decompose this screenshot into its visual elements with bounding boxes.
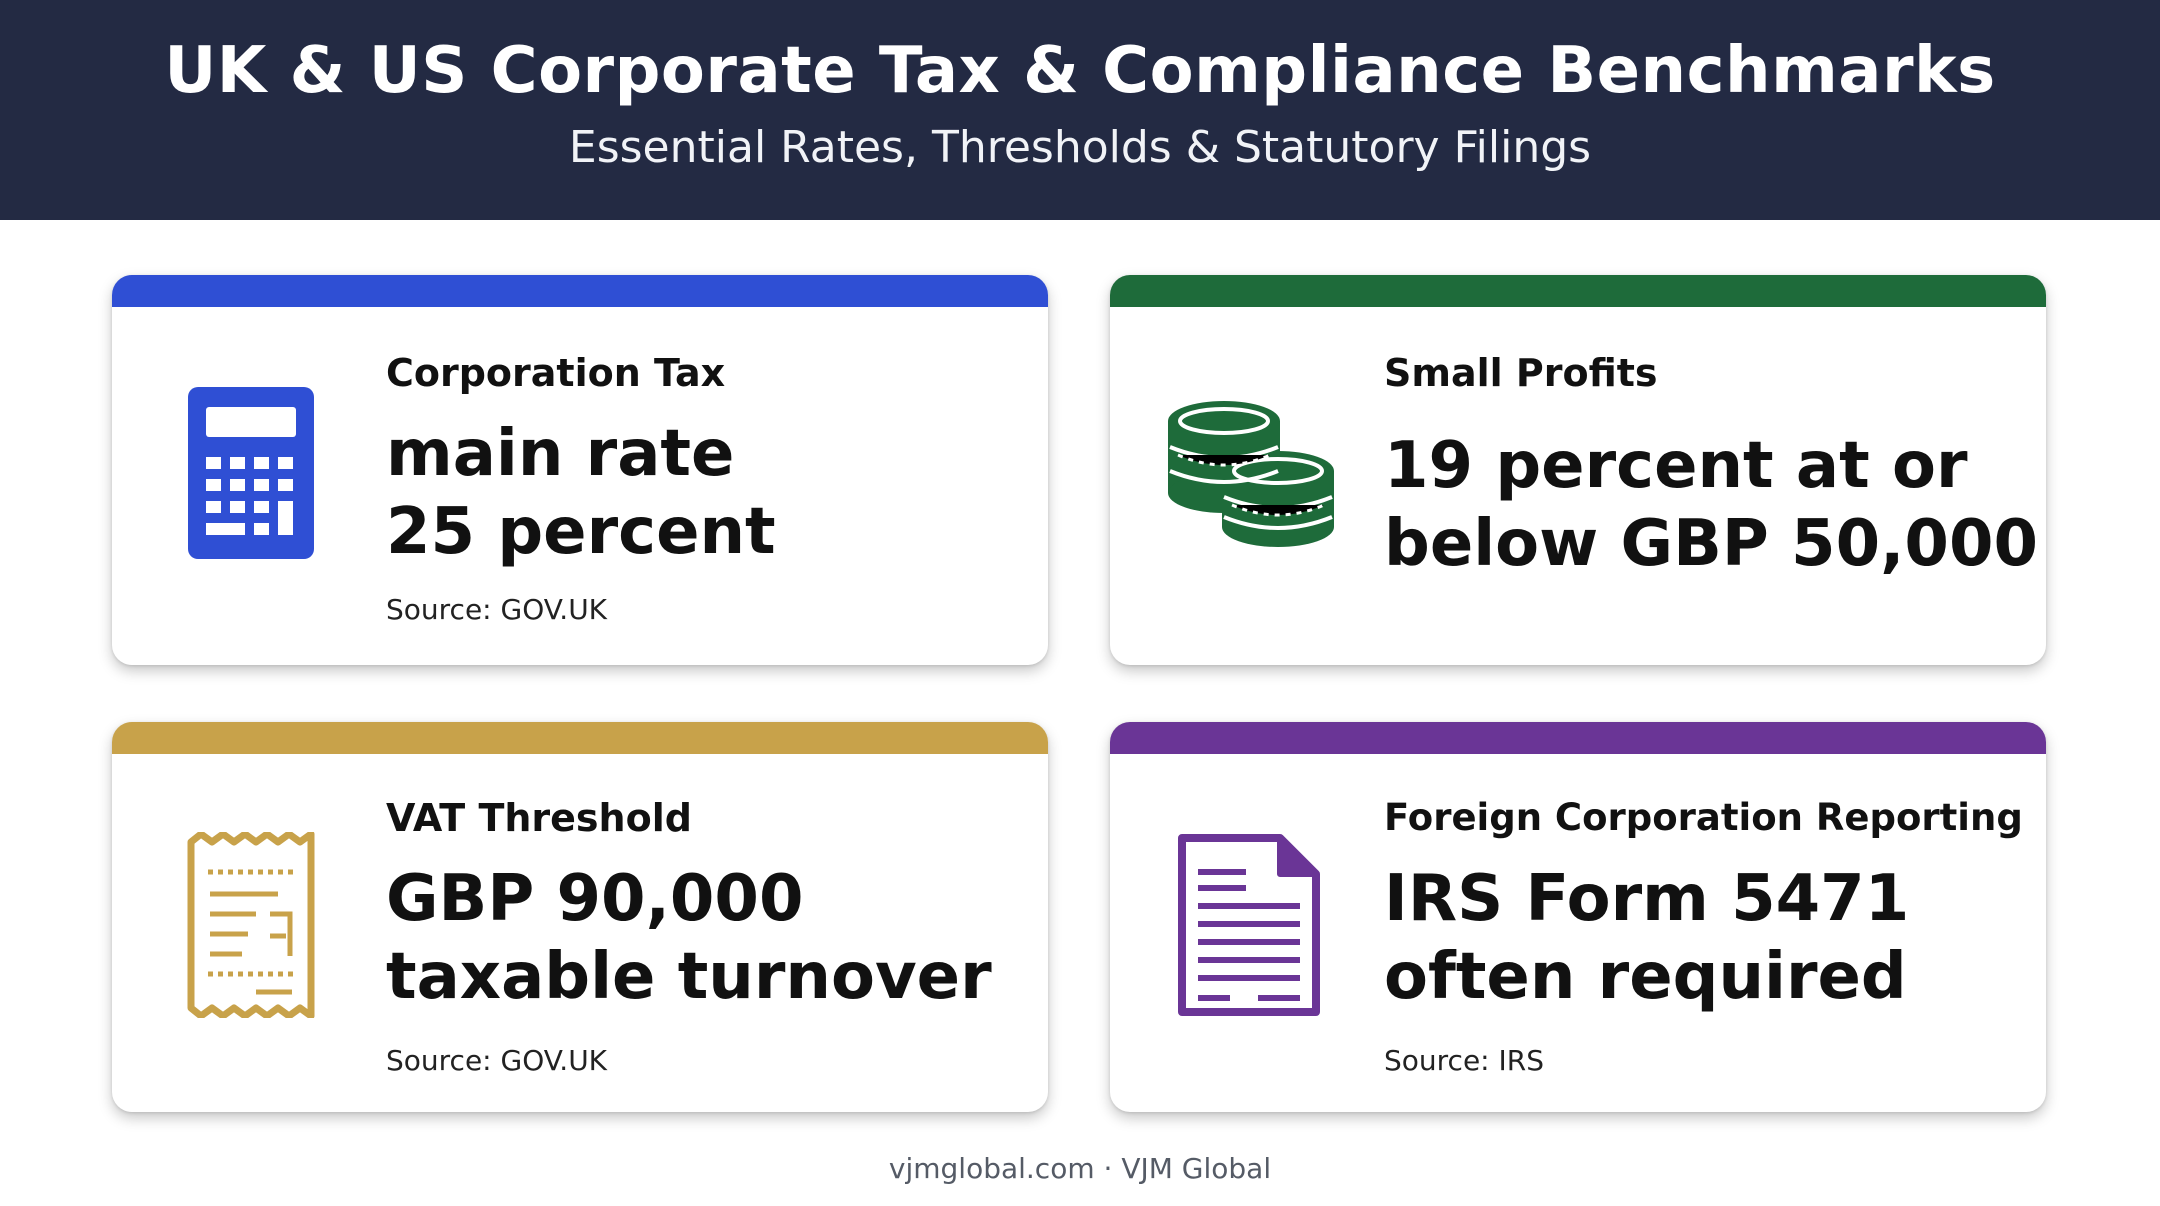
card-foreign-corporation-reporting: Foreign Corporation Reporting IRS Form 5…: [1110, 722, 2046, 1112]
header-banner: UK & US Corporate Tax & Compliance Bench…: [0, 0, 2160, 220]
calculator-icon: [188, 387, 314, 563]
card-source: Source: GOV.UK: [386, 1044, 608, 1077]
card-label: VAT Threshold: [386, 796, 692, 840]
document-icon: [1176, 832, 1322, 1022]
footer-credit: vjmglobal.com · VJM Global: [888, 1152, 1272, 1185]
card-label: Foreign Corporation Reporting: [1384, 796, 2023, 839]
card-accent-bar: [1110, 275, 2046, 307]
coins-icon: [1168, 399, 1334, 553]
card-accent-bar: [112, 722, 1048, 754]
card-value: 19 percent at or below GBP 50,000: [1384, 429, 2038, 581]
card-accent-bar: [1110, 722, 2046, 754]
card-corporation-tax: Corporation Tax main rate 25 percent Sou…: [112, 275, 1048, 665]
card-accent-bar: [112, 275, 1048, 307]
receipt-icon: [186, 830, 316, 1022]
card-source: Source: GOV.UK: [386, 593, 608, 626]
card-value: GBP 90,000 taxable turnover: [386, 862, 992, 1014]
card-value: main rate 25 percent: [386, 417, 776, 569]
card-small-profits: Small Profits 19 percent at or below GBP…: [1110, 275, 2046, 665]
card-label: Corporation Tax: [386, 351, 726, 395]
card-vat-threshold: VAT Threshold GBP 90,000 taxable turnove…: [112, 722, 1048, 1112]
page-subtitle: Essential Rates, Thresholds & Statutory …: [568, 122, 1592, 173]
card-label: Small Profits: [1384, 351, 1658, 395]
card-value: IRS Form 5471 often required: [1384, 862, 1910, 1014]
card-source: Source: IRS: [1384, 1044, 1544, 1077]
page-title: UK & US Corporate Tax & Compliance Bench…: [164, 34, 1996, 108]
